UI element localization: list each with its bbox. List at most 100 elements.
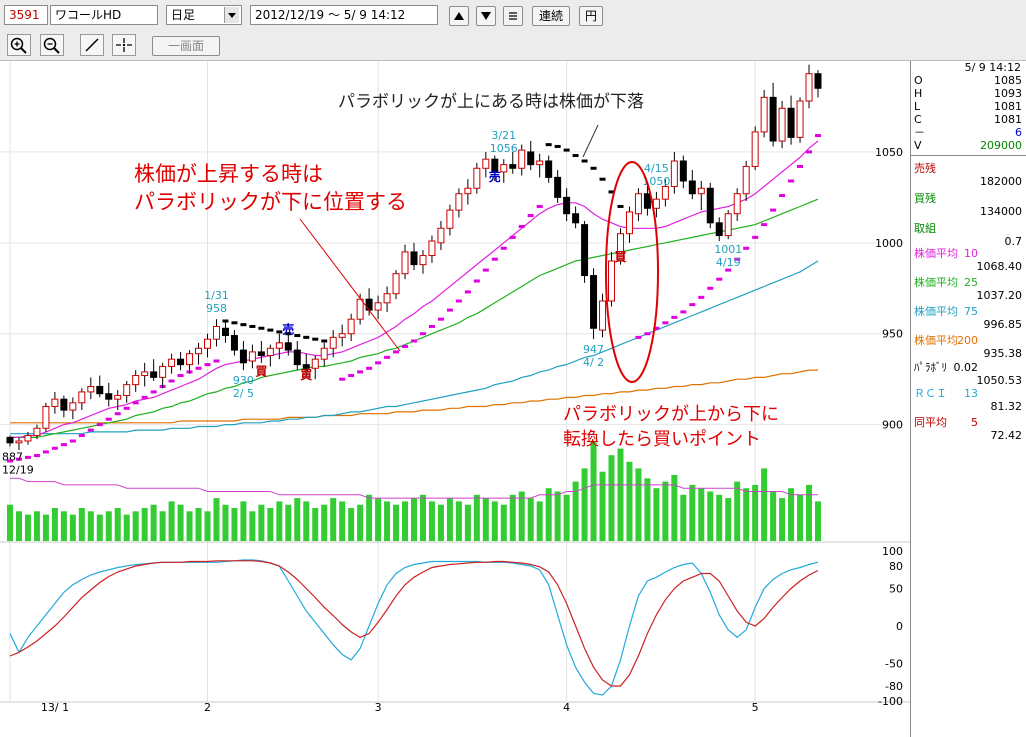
- scroll-down-button[interactable]: [476, 6, 496, 26]
- volume-bar: [509, 494, 516, 541]
- candle-body: [616, 233, 624, 262]
- sar-dot: [33, 454, 40, 458]
- sar-dot: [734, 257, 741, 261]
- sar-dot: [473, 279, 480, 283]
- candle-body: [329, 336, 337, 349]
- sar-dot: [204, 363, 211, 367]
- stock-code-field[interactable]: 3591: [4, 5, 48, 25]
- candle-body: [652, 198, 660, 209]
- candle-body: [33, 427, 41, 437]
- indicator-name: 買残: [914, 192, 936, 205]
- volume-bar: [375, 498, 382, 541]
- sar-dot: [698, 295, 705, 299]
- oscillator-tick-label: 0: [896, 620, 903, 633]
- volume-bar: [141, 508, 148, 541]
- volume-bar: [779, 498, 786, 541]
- indicator-value: 0.7: [1004, 235, 1023, 248]
- indicator-label-row: 取組: [914, 222, 1022, 235]
- period-select[interactable]: 日足: [166, 5, 242, 25]
- callout-date: 3/21: [491, 129, 516, 142]
- signal-marker: 買: [614, 250, 626, 264]
- indicator-value: 81.32: [990, 400, 1023, 413]
- sar-dot: [662, 321, 669, 325]
- indicator-value: 996.85: [983, 318, 1023, 331]
- volume-bar: [15, 511, 22, 541]
- indicator-label-row: ＲＣＩ 13: [914, 387, 1022, 400]
- crosshair-button[interactable]: [112, 34, 136, 56]
- sar-dot: [518, 224, 525, 228]
- volume-bar: [815, 501, 821, 541]
- callout-date: 1/31: [204, 289, 229, 302]
- ma10-line: [10, 140, 819, 438]
- zoom-out-button[interactable]: [40, 34, 64, 56]
- candle-body: [706, 187, 714, 224]
- sar-dot: [806, 150, 813, 154]
- candle-body: [455, 193, 463, 211]
- sar-dot: [231, 321, 238, 325]
- candle-body: [688, 180, 696, 195]
- candle-body: [482, 158, 490, 169]
- volume-bar: [96, 514, 103, 541]
- scroll-up-button[interactable]: [449, 6, 469, 26]
- quote-volume: 209000: [980, 139, 1022, 152]
- candle-body: [661, 185, 669, 200]
- candle-body: [320, 347, 328, 360]
- volume-bar: [662, 481, 669, 541]
- candle-body: [634, 193, 642, 215]
- sar-dot: [671, 315, 678, 319]
- candle-body: [239, 349, 247, 364]
- sar-dot: [375, 361, 382, 365]
- indicator-name: ﾊﾟﾗﾎﾞﾘ: [914, 361, 947, 374]
- renzoku-button[interactable]: 連続: [532, 6, 570, 26]
- volume-bar: [240, 501, 247, 541]
- sar-dot: [716, 277, 723, 281]
- sar-dot: [60, 443, 67, 447]
- quote-change-row: － 6: [914, 126, 1022, 139]
- candle-body: [437, 227, 445, 244]
- volume-bar: [734, 481, 741, 541]
- quote-high: 1093: [994, 87, 1022, 100]
- sar-dot: [455, 299, 462, 303]
- buy-point-ellipse: [605, 161, 659, 383]
- chart-toolbar: 一画面: [0, 30, 1026, 61]
- indicator-label-row: 売残: [914, 162, 1022, 175]
- indicator-value: 182000: [980, 175, 1022, 188]
- stock-chart[interactable]: 13/ 1 2 3 4 5 1050 1000 950 900 100 80 50 0 -50 -80 -10…: [0, 61, 910, 737]
- candle-body: [347, 318, 355, 335]
- volume-bar: [572, 481, 579, 541]
- sar-dot: [536, 204, 543, 208]
- volume-bar: [411, 498, 417, 541]
- sar-dot: [105, 417, 112, 421]
- sar-dot: [491, 257, 498, 261]
- sar-dot: [689, 303, 696, 307]
- candle-body: [311, 358, 319, 369]
- chart-area[interactable]: 13/ 1 2 3 4 5 1050 1000 950 900 100 80 50 0 -50 -80 -10…: [0, 61, 1026, 737]
- sar-dot: [608, 190, 615, 194]
- date-range-field[interactable]: 2012/12/19 ～ 5/ 9 14:12: [250, 5, 438, 25]
- volume-bar: [267, 508, 274, 541]
- volume-bar: [446, 498, 453, 541]
- candle-body: [769, 96, 777, 142]
- x-tick-label: 3: [375, 701, 382, 714]
- indicator-value: 935.38: [983, 347, 1023, 360]
- candle-body: [751, 131, 759, 167]
- callout-date: 4/ 2: [583, 356, 604, 369]
- candle-body: [419, 255, 427, 266]
- volume-bar: [69, 514, 76, 541]
- volume-bar: [285, 504, 292, 541]
- zoom-in-button[interactable]: [7, 34, 31, 56]
- candle-body: [248, 351, 256, 362]
- indicator-value-row: 1068.40: [914, 260, 1023, 273]
- volume-bar: [428, 501, 435, 541]
- signal-marker: 買: [300, 368, 312, 382]
- volume-bar: [644, 478, 651, 541]
- menu-button[interactable]: [503, 6, 523, 26]
- line-draw-button[interactable]: [80, 34, 104, 56]
- yen-button[interactable]: 円: [579, 6, 603, 26]
- annotation-left-note-2: パラボリックが下に位置する: [134, 190, 407, 214]
- volume-bar: [276, 501, 283, 541]
- stock-name-field[interactable]: ワコールHD: [50, 5, 158, 25]
- single-screen-button[interactable]: 一画面: [152, 36, 220, 56]
- indicator-period: 25: [964, 276, 978, 289]
- candle-body: [608, 260, 616, 302]
